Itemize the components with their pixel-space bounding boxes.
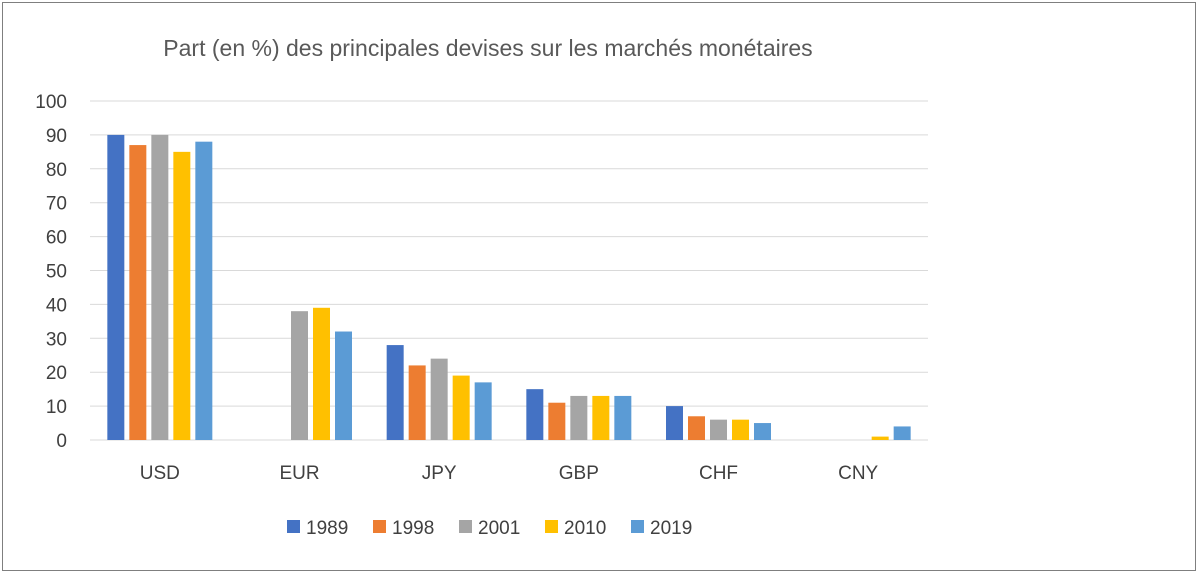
x-axis: USD EUR JPY GBP CHF CNY [140, 463, 879, 484]
bar-jpy-1998 [408, 365, 426, 440]
bar-chf-2019 [754, 423, 771, 440]
bar-chf-1989 [666, 406, 683, 440]
x-tick-label: JPY [422, 463, 457, 484]
y-tick-label: 50 [46, 262, 67, 283]
bar-usd-1998 [129, 145, 147, 440]
x-tick-label: CHF [699, 463, 738, 484]
y-axis: 0 10 20 30 40 50 60 70 80 90 100 [35, 92, 67, 452]
bar-gbp-2019 [614, 395, 632, 440]
y-tick-label: 60 [46, 228, 67, 249]
legend-label-2010: 2010 [564, 518, 606, 539]
bar-chf-1998 [688, 416, 705, 440]
legend-label-1998: 1998 [392, 518, 434, 539]
bar-jpy-1989 [386, 345, 404, 440]
bar-usd-2010 [173, 151, 191, 440]
bar-jpy-2019 [474, 382, 492, 440]
bar-cny-2010 [871, 436, 889, 440]
bar-gbp-1989 [526, 389, 544, 440]
bar-eur-2019 [335, 331, 352, 440]
y-tick-label: 100 [35, 92, 67, 113]
y-tick-label: 70 [46, 194, 67, 215]
bar-gbp-2001 [570, 395, 588, 440]
y-tick-label: 10 [46, 397, 67, 418]
bar-gbp-2010 [592, 395, 610, 440]
y-tick-label: 0 [56, 431, 67, 452]
bar-jpy-2010 [452, 375, 470, 440]
legend-swatch-2019 [631, 520, 644, 533]
legend-swatch-1989 [287, 520, 300, 533]
bar-cny-2019 [893, 426, 911, 440]
chart-title: Part (en %) des principales devises sur … [163, 35, 812, 61]
legend-label-2001: 2001 [478, 518, 520, 539]
bar-chf-2001 [710, 419, 727, 440]
x-tick-label: GBP [559, 463, 599, 484]
legend-label-2019: 2019 [650, 518, 692, 539]
x-tick-label: EUR [279, 463, 319, 484]
y-tick-label: 90 [46, 126, 67, 147]
legend-label-1989: 1989 [306, 518, 348, 539]
bar-gbp-1998 [548, 402, 566, 440]
y-tick-label: 20 [46, 363, 67, 384]
gridlines [90, 100, 928, 441]
legend-swatch-1998 [373, 520, 386, 533]
x-tick-label: CNY [838, 463, 878, 484]
bar-usd-2019 [195, 141, 213, 440]
x-tick-label: USD [140, 463, 180, 484]
bar-usd-1989 [107, 134, 125, 440]
legend: 1989 1998 2001 2010 2019 [287, 518, 692, 539]
bar-chf-2010 [732, 419, 749, 440]
bar-jpy-2001 [430, 358, 448, 440]
y-tick-label: 80 [46, 160, 67, 181]
bar-eur-2001 [291, 311, 308, 440]
bar-eur-2010 [313, 307, 330, 440]
y-tick-label: 30 [46, 329, 67, 350]
legend-swatch-2001 [459, 520, 472, 533]
bars [107, 134, 911, 440]
bar-usd-2001 [151, 134, 169, 440]
y-tick-label: 40 [46, 295, 67, 316]
legend-swatch-2010 [545, 520, 558, 533]
